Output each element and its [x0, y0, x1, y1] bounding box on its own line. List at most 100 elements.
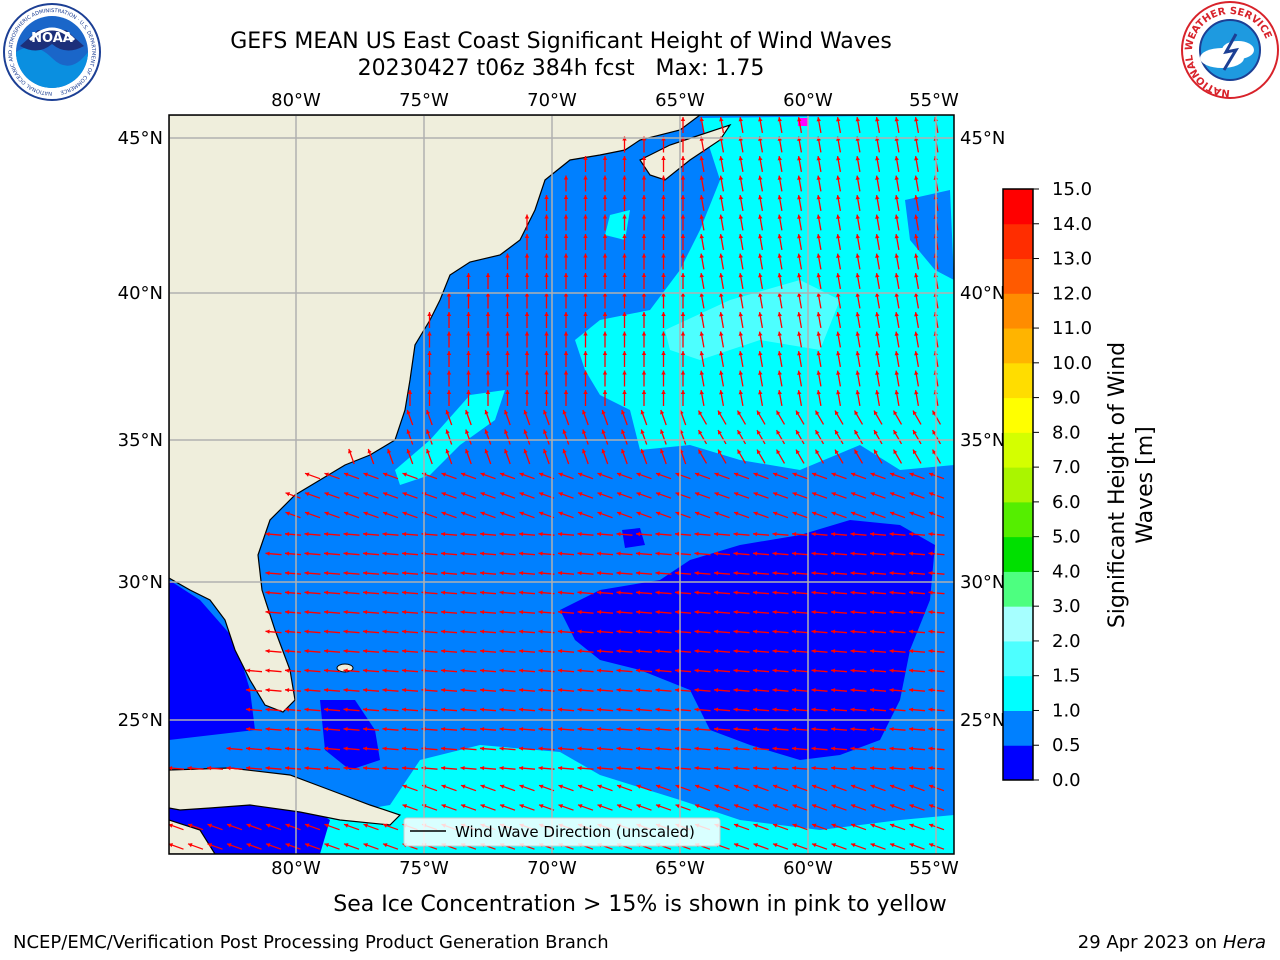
wind-wave-arrow-head: [695, 804, 700, 809]
colorbar-swatch: [1003, 501, 1033, 538]
wind-wave-arrow-head: [909, 804, 914, 809]
wind-wave-arrow-head: [792, 746, 797, 751]
wind-wave-arrow-head: [797, 234, 802, 239]
wind-wave-arrow-head: [466, 351, 471, 355]
wind-wave-arrow-head: [480, 571, 485, 576]
wind-wave-arrow-head: [772, 649, 777, 654]
wind-wave-arrow-head: [655, 746, 660, 751]
wind-wave-arrow-head: [811, 688, 816, 693]
wind-wave-arrow-head: [441, 610, 446, 615]
wind-wave-arrow-head: [909, 668, 914, 673]
wind-wave-arrow-head: [504, 449, 509, 454]
wind-wave-arrow-head: [480, 590, 485, 595]
wind-wave-arrow-head: [597, 590, 602, 595]
wind-wave-arrow-head: [875, 253, 880, 258]
wind-wave-arrow-head: [719, 370, 724, 375]
wind-wave-arrow-head: [698, 449, 703, 455]
wind-wave-arrow-head: [695, 784, 700, 789]
wind-wave-arrow-head: [870, 707, 875, 712]
wind-wave-arrow-head: [616, 610, 621, 615]
wind-wave-arrow-head: [889, 766, 894, 771]
colorbar-tick-label: 3.0: [1052, 596, 1081, 617]
wind-wave-arrow-head: [265, 649, 270, 654]
wind-wave-arrow-head: [636, 668, 641, 673]
wind-wave-arrow-head: [928, 766, 933, 771]
wind-wave-arrow-head: [875, 234, 880, 239]
wind-wave-arrow-head: [519, 727, 524, 732]
wind-wave-arrow-head: [622, 273, 627, 277]
wind-wave-arrow-head: [558, 727, 563, 732]
wind-wave-arrow-head: [777, 214, 782, 219]
wind-wave-arrow-head: [772, 610, 777, 615]
wind-wave-arrow-head: [928, 610, 933, 615]
wind-wave-arrow-head: [485, 273, 491, 277]
wind-wave-arrow-head: [539, 472, 544, 477]
wind-wave-arrow-head: [831, 571, 836, 576]
wind-wave-arrow-head: [636, 472, 641, 477]
wind-wave-arrow-head: [675, 629, 680, 634]
colorbar-swatch: [1003, 397, 1033, 433]
wind-wave-arrow-head: [597, 668, 602, 673]
wind-wave-arrow-head: [538, 766, 543, 771]
wind-wave-arrow-head: [465, 429, 470, 434]
wind-wave-arrow-head: [461, 492, 466, 497]
wind-wave-arrow-head: [582, 449, 587, 454]
colorbar-swatch: [1003, 640, 1033, 677]
wind-wave-arrow-head: [738, 214, 743, 219]
wind-wave-arrow-head: [773, 511, 778, 516]
wind-wave-arrow-head: [641, 312, 647, 316]
wind-wave-arrow-head: [246, 823, 251, 828]
legend-label: Wind Wave Direction (unscaled): [455, 823, 695, 841]
wind-wave-arrow-head: [500, 472, 505, 477]
wind-wave-arrow-head: [855, 351, 860, 356]
wind-wave-arrow-head: [850, 629, 855, 634]
wind-wave-arrow-head: [870, 571, 875, 576]
wind-wave-arrow-head: [699, 370, 704, 375]
wind-wave-arrow-head: [616, 551, 621, 556]
wind-wave-arrow-head: [792, 649, 797, 654]
wind-wave-arrow-head: [558, 629, 563, 634]
wind-wave-arrow-head: [777, 156, 782, 161]
wind-wave-arrow-head: [753, 472, 758, 477]
wind-wave-arrow-head: [909, 707, 914, 712]
wind-wave-arrow-head: [480, 766, 485, 771]
wind-wave-arrow-head: [870, 688, 875, 693]
wind-wave-arrow-head: [441, 571, 446, 576]
wind-wave-arrow-head: [460, 571, 465, 576]
wind-wave-arrow-head: [831, 766, 836, 771]
wind-wave-arrow-head: [855, 195, 860, 200]
wind-wave-arrow-head: [622, 351, 627, 355]
wind-wave-arrow-head: [285, 649, 290, 654]
wind-wave-arrow-head: [343, 668, 348, 673]
wind-wave-arrow-head: [914, 331, 919, 336]
wind-wave-arrow-head: [758, 370, 763, 375]
wind-wave-arrow-head: [402, 746, 407, 751]
wind-wave-arrow-head: [714, 532, 719, 537]
wind-wave-arrow-head: [461, 472, 466, 477]
wind-wave-arrow-head: [265, 727, 270, 732]
wind-wave-arrow-head: [811, 727, 816, 732]
wind-wave-arrow-head: [836, 117, 841, 122]
wind-wave-arrow-head: [772, 629, 777, 634]
wind-wave-arrow-head: [836, 273, 841, 278]
wind-wave-arrow-head: [831, 823, 836, 828]
wind-wave-arrow-head: [266, 823, 271, 828]
wind-wave-arrow-head: [578, 511, 583, 516]
wind-wave-arrow-head: [169, 843, 173, 848]
wind-wave-arrow-head: [641, 370, 647, 375]
lon-label-top-5: 60°W: [783, 90, 833, 111]
wind-wave-arrow-head: [578, 472, 583, 477]
wind-wave-arrow-head: [622, 370, 627, 375]
wind-wave-arrow-head: [875, 351, 880, 356]
wind-wave-arrow-head: [539, 511, 544, 516]
wind-wave-arrow-head: [583, 370, 588, 375]
wind-wave-arrow-head: [675, 532, 680, 537]
wind-wave-arrow-head: [621, 449, 626, 454]
wind-wave-arrow-head: [894, 175, 899, 180]
wind-wave-arrow-head: [909, 649, 914, 654]
wind-wave-arrow-head: [758, 117, 763, 122]
wind-wave-arrow-head: [738, 292, 743, 297]
wind-wave-arrow-head: [797, 312, 802, 317]
wind-wave-arrow-head: [655, 668, 660, 673]
wind-wave-arrow-head: [655, 571, 660, 576]
